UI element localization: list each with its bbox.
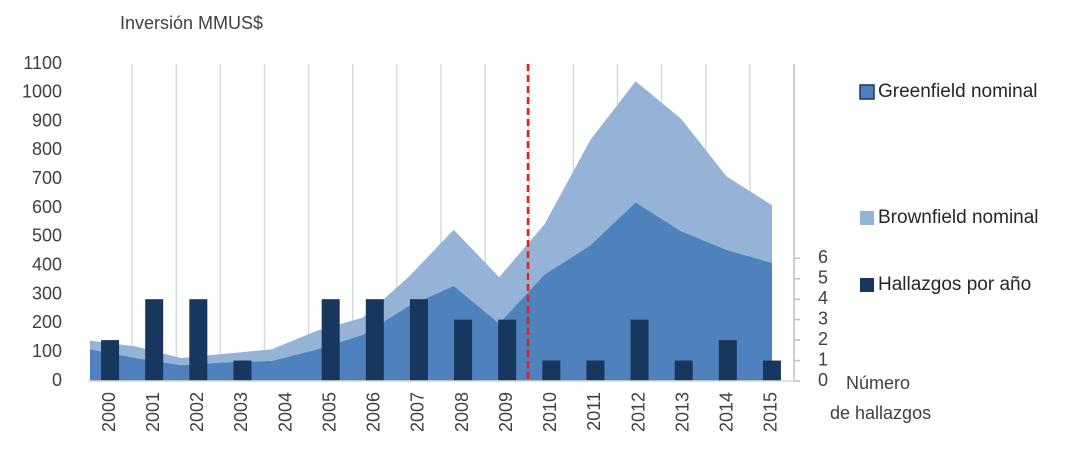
bar [586, 360, 605, 381]
y2-tick-label: 1 [818, 349, 828, 369]
y2-tick-label: 5 [818, 267, 828, 287]
y-tick-label: 900 [32, 110, 62, 130]
y-tick-label: 800 [32, 139, 62, 159]
bar [630, 319, 649, 381]
bar [365, 299, 384, 381]
bar [409, 299, 428, 381]
x-tick-label: 2015 [761, 392, 781, 432]
x-tick-label: 2000 [99, 392, 119, 432]
y-axis-title: Inversión MMUS$ [120, 13, 263, 33]
bars [101, 299, 781, 381]
bar [101, 340, 120, 381]
y-tick-label: 600 [32, 197, 62, 217]
areas [90, 81, 772, 381]
bar [145, 299, 164, 381]
y2-axis-title: Número [846, 373, 910, 393]
x-tick-label: 2003 [231, 392, 251, 432]
y-tick-label: 0 [52, 370, 62, 390]
y-tick-label: 300 [32, 283, 62, 303]
legend-swatch [860, 211, 874, 225]
y-tick-label: 100 [32, 341, 62, 361]
y2-tick-label: 3 [818, 308, 828, 328]
legend-swatch [860, 278, 874, 292]
x-tick-label: 2010 [540, 392, 560, 432]
bar [189, 299, 208, 381]
y-tick-label: 200 [32, 312, 62, 332]
bar [233, 360, 252, 381]
bar [762, 360, 781, 381]
x-tick-label: 2011 [584, 392, 604, 431]
y-tick-label: 1000 [22, 82, 62, 102]
y-tick-label: 500 [32, 226, 62, 246]
y2-tick-label: 0 [818, 370, 828, 390]
x-tick-label: 2006 [364, 392, 384, 432]
area [90, 81, 772, 366]
x-tick-label: 2012 [628, 392, 648, 432]
y-tick-label: 700 [32, 168, 62, 188]
y2-tick-label: 2 [818, 329, 828, 349]
bar [718, 340, 737, 381]
x-tick-label: 2005 [319, 392, 339, 432]
y2-axis-title: de hallazgos [830, 403, 931, 423]
bar [321, 299, 340, 381]
legend-label: Brownfield nominal [878, 207, 1039, 228]
legend-label: Greenfield nominal [878, 81, 1037, 102]
y-tick-label: 400 [32, 254, 62, 274]
x-tick-label: 2007 [408, 392, 428, 432]
y2-tick-label: 4 [818, 288, 828, 308]
bar [542, 360, 561, 381]
legend: Greenfield nominal Brownfield nominal Hall… [859, 81, 1039, 295]
y-tick-label: 1100 [23, 53, 62, 73]
area [90, 202, 772, 381]
x-tick-label: 2014 [717, 392, 737, 432]
x-tick-label: 2013 [672, 392, 692, 432]
x-tick-label: 2002 [187, 392, 207, 432]
bar [498, 319, 517, 381]
x-tick-label: 2009 [496, 392, 516, 432]
y2-tick-label: 6 [818, 247, 828, 267]
bar [454, 319, 473, 381]
x-tick-label: 2001 [143, 392, 163, 432]
axes: 0100200300400500600700800900100011000123… [22, 53, 828, 432]
x-tick-label: 2008 [452, 392, 472, 432]
x-tick-label: 2004 [275, 392, 295, 432]
legend-swatch [859, 84, 875, 100]
legend-label: Hallazgos por año [878, 274, 1031, 295]
bar [674, 360, 693, 381]
